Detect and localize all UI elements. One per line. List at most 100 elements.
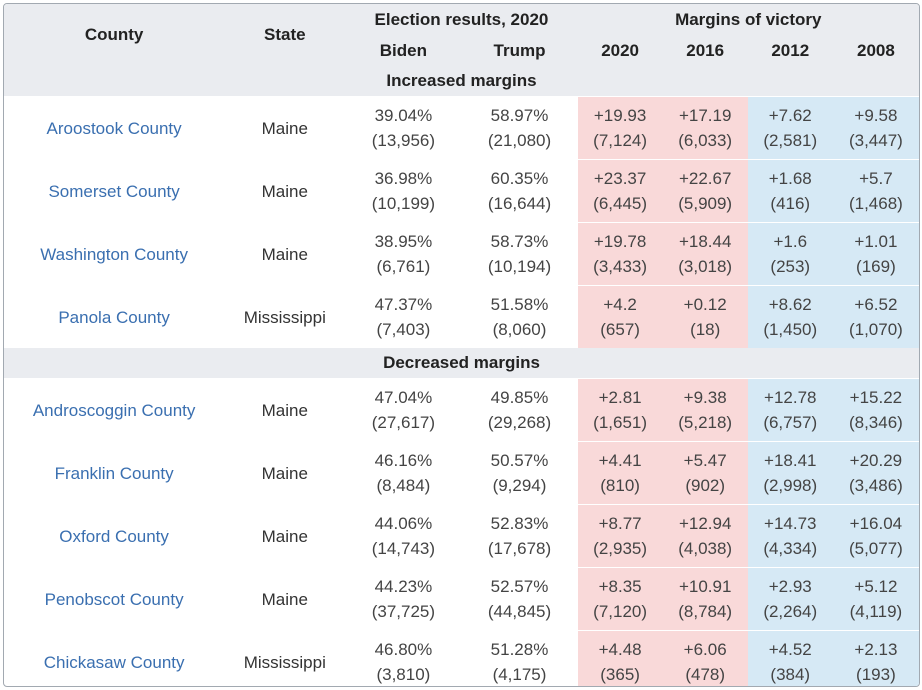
margin-2020-cell: +4.41 (810) xyxy=(577,441,663,505)
votes-line: (2,581) xyxy=(763,131,818,150)
votes-line: (10,199) xyxy=(371,194,436,213)
state-cell: Maine xyxy=(224,222,346,286)
votes-line: (365) xyxy=(600,665,640,684)
table-row: Panola County Mississippi 47.37% (7,403) 51.… xyxy=(4,285,919,348)
trump-cell: 60.35% (16,644) xyxy=(461,159,578,223)
value-line: +2.93 xyxy=(768,577,812,596)
margin-2008-cell: +5.7 (1,468) xyxy=(832,159,919,223)
votes-line: (6,761) xyxy=(376,257,431,276)
value-line: 51.58% xyxy=(490,295,549,314)
margin-2012-cell: +14.73 (4,334) xyxy=(747,504,833,568)
votes-line: (902) xyxy=(685,476,726,495)
margin-2020-cell: +8.77 (2,935) xyxy=(577,504,663,568)
value-line: 36.98% xyxy=(374,169,433,188)
margin-2008-cell: +6.52 (1,070) xyxy=(832,285,919,348)
margin-2016-header[interactable]: 2016 xyxy=(662,35,748,66)
state-cell: Maine xyxy=(224,567,346,631)
county-link[interactable]: Androscoggin County xyxy=(4,378,225,442)
votes-line: (9,294) xyxy=(492,476,547,495)
biden-cell: 46.80% (3,810) xyxy=(345,630,462,686)
votes-line: (21,080) xyxy=(487,131,552,150)
county-link[interactable]: Franklin County xyxy=(4,441,225,505)
margin-2012-header[interactable]: 2012 xyxy=(747,35,833,66)
value-line: 58.73% xyxy=(490,232,549,251)
margin-2020-cell: +23.37 (6,445) xyxy=(577,159,663,223)
state-header[interactable]: State xyxy=(224,4,346,66)
votes-line: (253) xyxy=(770,257,811,276)
votes-line: (13,956) xyxy=(371,131,436,150)
table-row: Androscoggin County Maine 47.04% (27,617) 49… xyxy=(4,378,919,442)
margin-2020-cell: +2.81 (1,651) xyxy=(577,378,663,442)
votes-line: (5,218) xyxy=(678,413,733,432)
value-line: +8.62 xyxy=(768,295,812,314)
votes-line: (1,651) xyxy=(593,413,648,432)
section-header-row: Decreased margins xyxy=(4,348,919,379)
value-line: +2.13 xyxy=(854,640,898,659)
value-line: +14.73 xyxy=(764,514,817,533)
county-link[interactable]: Somerset County xyxy=(4,159,225,223)
value-line: +15.22 xyxy=(849,388,903,407)
county-link[interactable]: Aroostook County xyxy=(4,96,225,160)
table-body: Increased margins Aroostook County Maine 39… xyxy=(4,66,919,686)
value-line: +19.93 xyxy=(593,106,647,125)
votes-line: (7,120) xyxy=(593,602,648,621)
votes-line: (6,445) xyxy=(593,194,648,213)
value-line: +6.52 xyxy=(854,295,898,314)
value-line: +5.47 xyxy=(683,451,727,470)
votes-line: (2,935) xyxy=(593,539,648,558)
value-line: +1.6 xyxy=(773,232,808,251)
margin-2016-cell: +6.06 (478) xyxy=(662,630,748,686)
margins-header: Margins of victory xyxy=(577,4,919,35)
votes-line: (810) xyxy=(600,476,640,495)
county-link[interactable]: Chickasaw County xyxy=(4,630,225,686)
margin-2012-cell: +1.68 (416) xyxy=(747,159,833,223)
votes-line: (4,175) xyxy=(492,665,547,684)
votes-line: (1,450) xyxy=(763,320,818,339)
trump-cell: 58.73% (10,194) xyxy=(461,222,578,286)
value-line: +18.44 xyxy=(678,232,732,251)
margin-2008-cell: +9.58 (3,447) xyxy=(832,96,919,160)
margin-2008-cell: +20.29 (3,486) xyxy=(832,441,919,505)
county-link[interactable]: Panola County xyxy=(4,285,225,348)
table-row: Franklin County Maine 46.16% (8,484) 50.57% (… xyxy=(4,441,919,505)
votes-line: (193) xyxy=(856,665,896,684)
value-line: +1.68 xyxy=(768,169,812,188)
margin-2008-cell: +1.01 (169) xyxy=(832,222,919,286)
margin-2020-cell: +8.35 (7,120) xyxy=(577,567,663,631)
votes-line: (16,644) xyxy=(487,194,552,213)
trump-cell: 50.57% (9,294) xyxy=(461,441,578,505)
value-line: 44.06% xyxy=(374,514,433,533)
trump-header[interactable]: Trump xyxy=(461,35,578,66)
margin-2016-cell: +17.19 (6,033) xyxy=(662,96,748,160)
margin-2020-header[interactable]: 2020 xyxy=(577,35,663,66)
votes-line: (8,346) xyxy=(848,413,903,432)
votes-line: (2,264) xyxy=(763,602,818,621)
margin-2016-cell: +10.91 (8,784) xyxy=(662,567,748,631)
table-row: Oxford County Maine 44.06% (14,743) 52.83% (1… xyxy=(4,504,919,568)
value-line: 49.85% xyxy=(490,388,549,407)
votes-line: (17,678) xyxy=(487,539,552,558)
table-row: Chickasaw County Mississippi 46.80% (3,810)… xyxy=(4,630,919,686)
county-header[interactable]: County xyxy=(4,4,225,66)
votes-line: (3,447) xyxy=(848,131,903,150)
votes-line: (1,468) xyxy=(848,194,903,213)
biden-cell: 44.06% (14,743) xyxy=(345,504,462,568)
biden-cell: 38.95% (6,761) xyxy=(345,222,462,286)
votes-line: (8,484) xyxy=(376,476,431,495)
value-line: +23.37 xyxy=(593,169,647,188)
votes-line: (6,033) xyxy=(678,131,733,150)
section-title: Decreased margins xyxy=(4,348,919,379)
value-line: +9.38 xyxy=(683,388,727,407)
margin-2008-header[interactable]: 2008 xyxy=(832,35,919,66)
election-results-header: Election results, 2020 xyxy=(345,4,578,35)
value-line: 52.83% xyxy=(490,514,549,533)
trump-cell: 58.97% (21,080) xyxy=(461,96,578,160)
county-link[interactable]: Oxford County xyxy=(4,504,225,568)
votes-line: (5,909) xyxy=(678,194,733,213)
state-cell: Maine xyxy=(224,159,346,223)
county-link[interactable]: Washington County xyxy=(4,222,225,286)
votes-line: (27,617) xyxy=(371,413,436,432)
biden-header[interactable]: Biden xyxy=(345,35,462,66)
county-link[interactable]: Penobscot County xyxy=(4,567,225,631)
value-line: 52.57% xyxy=(490,577,549,596)
